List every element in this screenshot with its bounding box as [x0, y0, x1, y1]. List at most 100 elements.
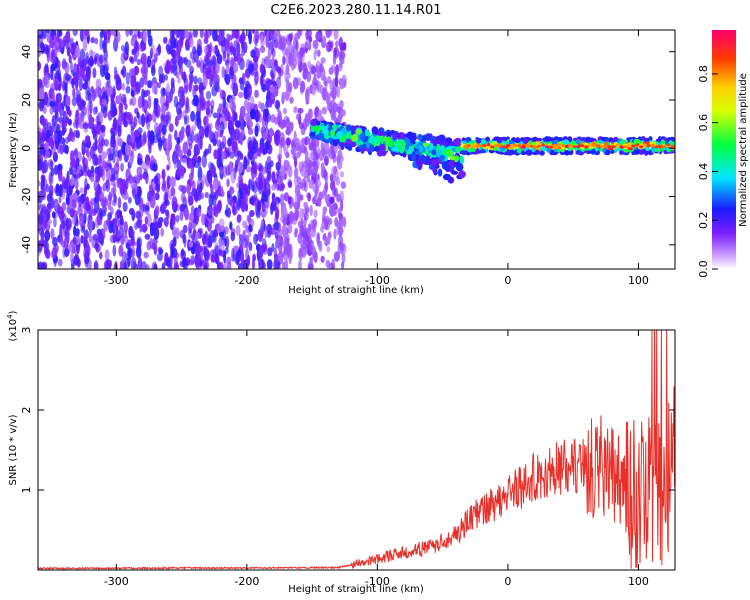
- signal-core-cell: [552, 144, 557, 148]
- noise-cell: [112, 227, 116, 234]
- noise-cell: [179, 37, 184, 47]
- noise-cell: [241, 30, 245, 43]
- noise-cell: [204, 45, 209, 54]
- noise-cell: [201, 213, 206, 226]
- noise-cell: [273, 221, 280, 231]
- signal-cell: [370, 136, 376, 141]
- noise-cell: [285, 48, 290, 57]
- noise-cell: [340, 217, 346, 224]
- noise-cell: [244, 193, 248, 206]
- noise-cell: [190, 110, 196, 122]
- signal-core-cell: [654, 145, 659, 149]
- noise-cell: [220, 121, 225, 134]
- noise-cell: [59, 144, 64, 155]
- noise-cell: [130, 74, 137, 89]
- noise-cell: [188, 227, 193, 239]
- signal-core-cell: [537, 144, 542, 148]
- noise-cell: [282, 217, 288, 226]
- noise-cell: [107, 202, 112, 211]
- noise-cell: [204, 148, 210, 156]
- noise-cell: [316, 32, 323, 40]
- y-tick-label: 0: [20, 145, 33, 152]
- noise-cell: [82, 82, 88, 90]
- noise-cell: [135, 84, 141, 93]
- noise-cell: [146, 55, 152, 68]
- noise-cell: [144, 264, 150, 269]
- noise-cell: [305, 30, 310, 41]
- colorbar-tick-label: 0.2: [697, 211, 710, 229]
- noise-cell: [284, 259, 289, 269]
- noise-cell: [137, 127, 143, 135]
- noise-cell: [261, 83, 267, 93]
- noise-cell: [204, 248, 209, 261]
- noise-cell: [79, 30, 85, 42]
- noise-cell: [330, 40, 334, 48]
- signal-cell: [465, 137, 472, 142]
- noise-cell: [61, 101, 65, 111]
- noise-cell: [327, 232, 332, 239]
- noise-cell: [141, 223, 148, 233]
- noise-cell: [38, 30, 42, 35]
- signal-core-cell: [658, 145, 663, 149]
- noise-cell: [204, 230, 208, 242]
- noise-cell: [130, 134, 135, 144]
- noise-cell: [164, 74, 169, 81]
- noise-cell: [57, 203, 61, 215]
- noise-cell: [235, 251, 240, 266]
- noise-cell: [204, 191, 209, 199]
- noise-cell: [312, 168, 317, 178]
- noise-cell: [99, 31, 105, 39]
- noise-cell: [322, 206, 327, 215]
- noise-cell: [299, 144, 305, 154]
- spectrogram-marks: [38, 30, 675, 269]
- noise-cell: [180, 192, 186, 203]
- noise-cell: [220, 40, 225, 47]
- noise-cell: [161, 168, 166, 181]
- noise-cell: [70, 252, 74, 265]
- noise-cell: [194, 193, 199, 203]
- noise-cell: [203, 30, 209, 39]
- signal-cell: [408, 145, 413, 155]
- noise-cell: [183, 56, 188, 66]
- signal-cell: [315, 120, 321, 126]
- signal-core-cell: [474, 144, 479, 148]
- noise-cell: [233, 144, 239, 158]
- noise-cell: [266, 183, 271, 194]
- noise-cell: [186, 183, 191, 195]
- noise-cell: [143, 251, 149, 259]
- signal-cell: [536, 137, 543, 142]
- noise-cell: [296, 190, 301, 205]
- noise-cell: [54, 132, 58, 143]
- noise-cell: [265, 33, 270, 48]
- noise-cell: [255, 210, 261, 219]
- signal-cell: [441, 161, 449, 170]
- noise-cell: [218, 231, 225, 238]
- noise-cell: [248, 63, 254, 73]
- noise-cell: [208, 64, 212, 73]
- noise-cell: [224, 38, 230, 52]
- noise-cell: [306, 174, 310, 183]
- noise-cell: [272, 196, 279, 203]
- noise-cell: [183, 115, 188, 126]
- noise-cell: [333, 165, 338, 174]
- noise-cell: [229, 161, 233, 174]
- noise-cell: [74, 113, 79, 125]
- noise-cell: [121, 251, 127, 263]
- noise-cell: [270, 202, 274, 216]
- noise-cell: [173, 148, 179, 162]
- noise-cell: [297, 220, 302, 229]
- noise-cell: [204, 127, 210, 137]
- signal-cell: [437, 168, 443, 177]
- noise-cell: [255, 234, 259, 242]
- noise-cell: [280, 183, 286, 190]
- noise-cell: [229, 151, 235, 159]
- noise-cell: [113, 194, 117, 203]
- noise-cell: [287, 196, 292, 205]
- noise-cell: [265, 77, 271, 91]
- noise-cell: [233, 62, 239, 74]
- noise-cell: [122, 201, 128, 212]
- noise-cell: [332, 102, 338, 113]
- chart-title: C2E6.2023.280.11.14.R01: [270, 3, 441, 18]
- noise-cell: [161, 183, 167, 192]
- noise-cell: [112, 183, 117, 197]
